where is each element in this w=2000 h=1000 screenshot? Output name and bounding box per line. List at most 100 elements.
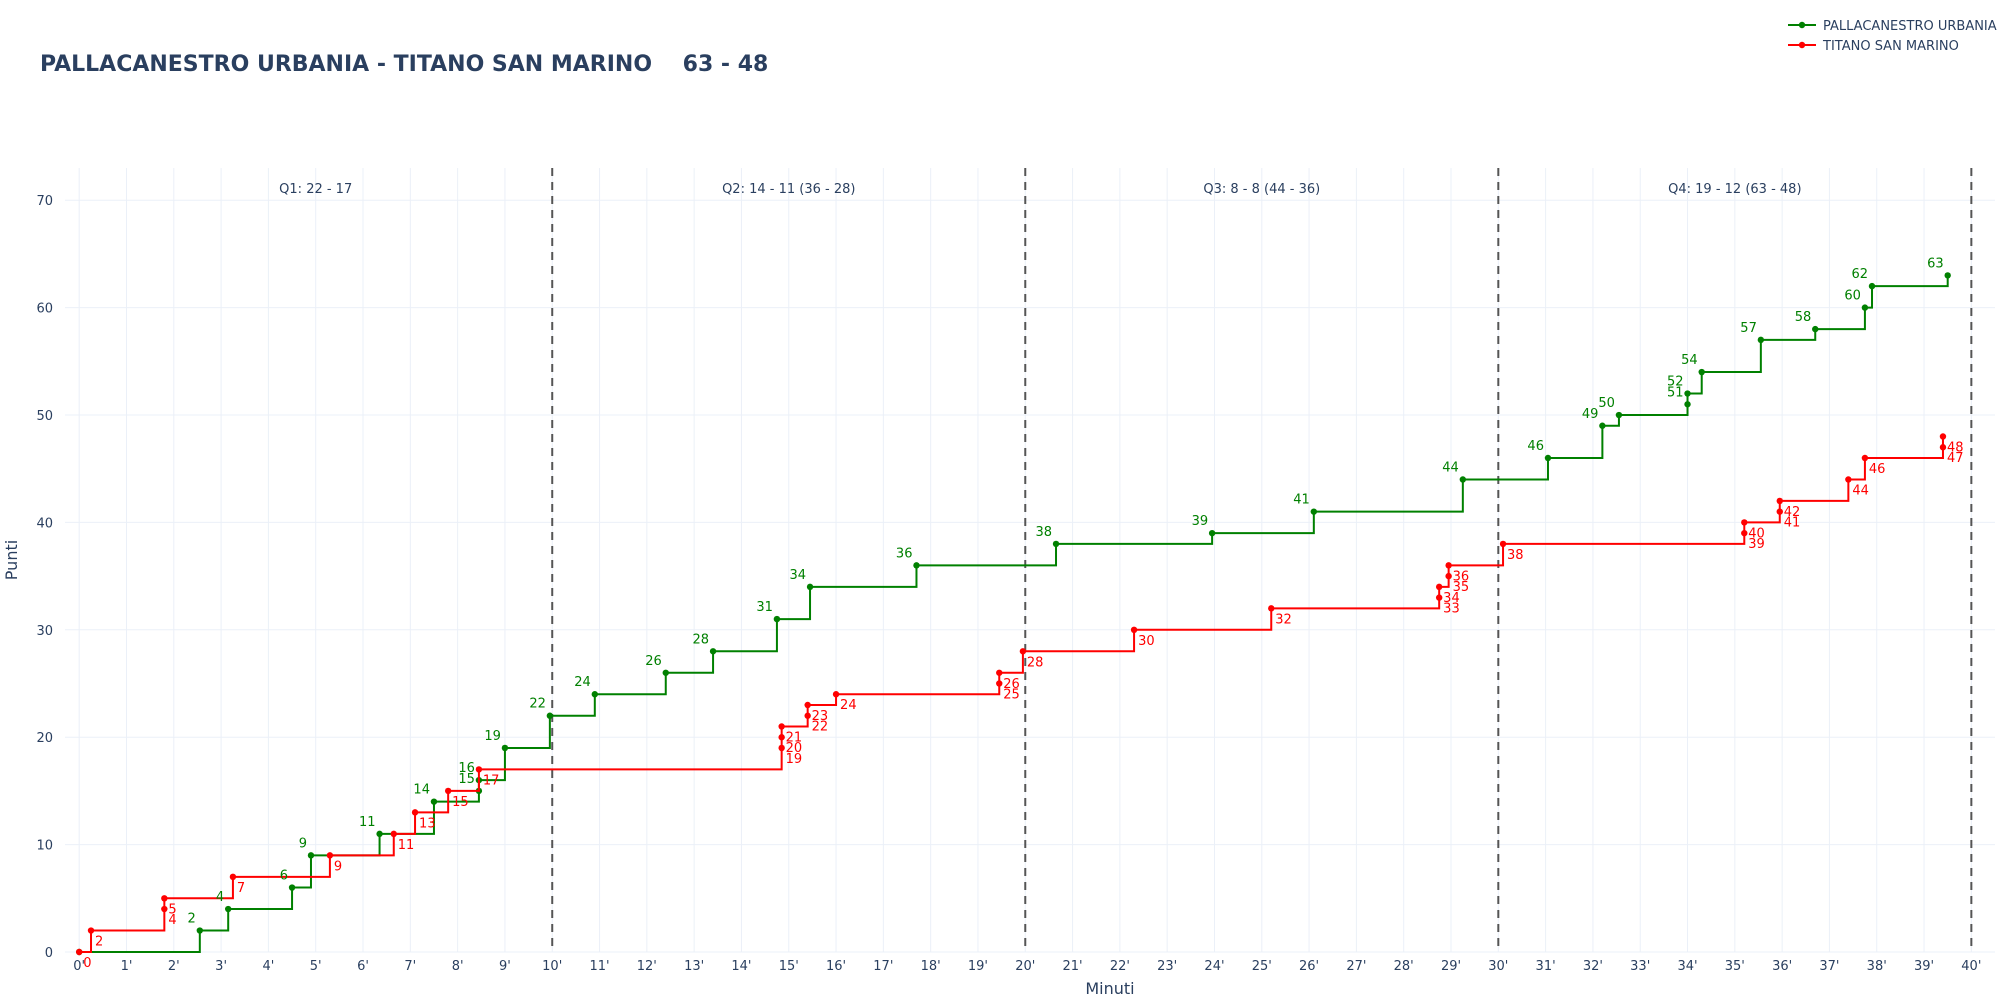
- point-label: 25: [1003, 688, 1020, 703]
- point-label: 20: [786, 741, 803, 756]
- x-tick-label: 33': [1630, 959, 1650, 974]
- point-label: 22: [529, 697, 546, 712]
- x-tick-label: 25': [1252, 959, 1272, 974]
- point-label: 36: [896, 546, 913, 561]
- point-labels: 2469111415161922242628313436383941444649…: [83, 256, 1963, 971]
- point-label: 44: [1852, 483, 1869, 498]
- data-point: [1757, 336, 1765, 344]
- point-label: 6: [280, 869, 288, 884]
- data-point: [1268, 605, 1275, 612]
- data-point: [501, 744, 509, 752]
- x-tick-label: 31': [1536, 959, 1556, 974]
- x-tick-label: 35': [1725, 959, 1745, 974]
- data-point: [806, 583, 814, 591]
- x-tick-label: 1': [121, 959, 133, 974]
- point-label: 63: [1927, 256, 1944, 271]
- point-label: 2: [188, 912, 196, 927]
- x-tick-label: 17': [873, 959, 893, 974]
- point-label: 62: [1851, 267, 1868, 282]
- point-label: 19: [484, 729, 501, 744]
- data-point: [1435, 583, 1443, 591]
- data-point: [75, 948, 83, 956]
- point-label: 15: [458, 772, 475, 787]
- point-label: 19: [786, 752, 803, 767]
- point-label: 33: [1443, 602, 1460, 617]
- point-label: 24: [840, 698, 857, 713]
- x-tick-label: 27': [1346, 959, 1366, 974]
- data-point: [1776, 497, 1783, 505]
- point-label: 9: [334, 859, 342, 874]
- y-tick-label: 40: [36, 516, 53, 531]
- x-tick-label: 12': [637, 959, 657, 974]
- data-point: [1698, 368, 1705, 376]
- point-label: 38: [1035, 525, 1052, 540]
- data-point: [1599, 422, 1606, 429]
- data-point: [307, 852, 315, 859]
- data-point: [1845, 476, 1852, 483]
- point-label: 46: [1527, 439, 1544, 454]
- x-tick-label: 2': [168, 959, 180, 974]
- y-tick-label: 70: [36, 194, 53, 209]
- data-point: [546, 712, 554, 719]
- legend-swatch-marker: [1798, 41, 1806, 49]
- x-tick-label: 6': [357, 959, 369, 974]
- point-label: 2: [95, 935, 103, 950]
- point-label: 24: [574, 675, 591, 690]
- point-label: 14: [413, 783, 430, 798]
- x-tick-label: 32': [1583, 959, 1603, 974]
- point-label: 50: [1598, 396, 1615, 411]
- x-tick-label: 38': [1867, 959, 1887, 974]
- x-tick-label: 19': [968, 959, 988, 974]
- data-point: [1459, 476, 1467, 483]
- point-label: 40: [1748, 526, 1765, 541]
- data-point: [662, 669, 669, 676]
- data-point: [444, 787, 452, 795]
- y-tick-label: 50: [36, 409, 53, 424]
- data-point: [430, 798, 438, 805]
- data-point: [1019, 648, 1027, 655]
- x-tick-label: 0': [73, 959, 85, 974]
- point-label: 26: [645, 654, 662, 669]
- chart-title: PALLACANESTRO URBANIA - TITANO SAN MARIN…: [40, 52, 769, 77]
- point-label: 35: [1453, 580, 1470, 595]
- point-label: 36: [1453, 569, 1470, 584]
- data-point: [196, 927, 204, 934]
- point-label: 48: [1947, 440, 1964, 455]
- data-point: [1939, 433, 1947, 440]
- data-point: [376, 830, 383, 838]
- data-point: [1684, 390, 1691, 397]
- point-label: 28: [1027, 655, 1044, 670]
- x-tick-label: 8': [452, 959, 464, 974]
- x-tick-label: 13': [684, 959, 704, 974]
- quarter-label: Q4: 19 - 12 (63 - 48): [1668, 182, 1801, 197]
- point-label: 34: [789, 568, 806, 583]
- y-axis-title: Punti: [2, 540, 21, 580]
- point-label: 11: [359, 815, 376, 830]
- point-label: 5: [168, 902, 176, 917]
- point-label: 0: [83, 956, 91, 971]
- point-label: 39: [1192, 514, 1209, 529]
- point-label: 38: [1507, 548, 1524, 563]
- quarter-label: Q3: 8 - 8 (44 - 36): [1203, 182, 1320, 197]
- point-label: 21: [786, 730, 803, 745]
- data-point: [1499, 540, 1507, 548]
- data-point: [1861, 454, 1869, 462]
- point-label: 52: [1667, 375, 1684, 390]
- data-point: [1868, 282, 1876, 290]
- x-tick-label: 36': [1772, 959, 1792, 974]
- point-label: 28: [693, 632, 710, 647]
- x-tick-label: 39': [1914, 959, 1934, 974]
- legend-swatch-marker: [1798, 21, 1806, 29]
- point-label: 34: [1443, 591, 1460, 606]
- data-point: [773, 615, 781, 623]
- point-label: 22: [812, 720, 829, 735]
- data-point: [161, 905, 168, 913]
- x-tick-label: 34': [1677, 959, 1697, 974]
- legend: PALLACANESTRO URBANIA TITANO SAN MARINO: [1788, 19, 1997, 54]
- data-point: [996, 669, 1003, 676]
- data-point: [804, 701, 811, 709]
- point-label: 39: [1748, 537, 1765, 552]
- y-tick-label: 20: [36, 731, 53, 746]
- x-axis-title: Minuti: [1085, 979, 1134, 998]
